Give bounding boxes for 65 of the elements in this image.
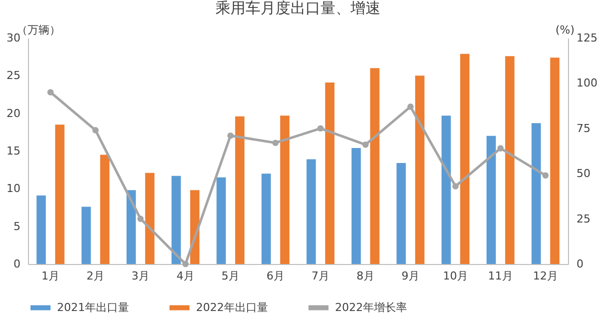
y2-tick-label: 125 <box>576 32 598 44</box>
legend-label: 2022年增长率 <box>335 300 407 314</box>
x-tick-label: 10月 <box>443 270 468 282</box>
point <box>137 216 144 222</box>
y-tick-label: 25 <box>6 69 20 82</box>
point <box>317 125 324 132</box>
bar <box>126 190 136 264</box>
bar <box>460 54 470 264</box>
y-tick-label: 5 <box>14 220 20 233</box>
bar <box>235 116 244 264</box>
x-tick-label: 6月 <box>266 270 284 282</box>
x-tick-label: 9月 <box>402 270 420 282</box>
x-tick-label: 12月 <box>533 270 558 282</box>
bar <box>172 176 181 264</box>
bar <box>306 159 316 264</box>
y-tick-label: 0 <box>14 258 20 270</box>
y-tick-label: 15 <box>6 144 20 158</box>
point <box>542 172 549 179</box>
bar <box>352 148 361 264</box>
point <box>182 260 189 268</box>
x-tick-label: 8月 <box>356 270 374 282</box>
bar <box>216 177 226 264</box>
y-tick-label: 30 <box>6 32 20 44</box>
point <box>497 145 504 152</box>
bar <box>145 172 154 264</box>
bar <box>442 116 451 264</box>
x-tick-label: 1月 <box>42 270 60 282</box>
bar <box>532 123 541 264</box>
x-tick-label: 7月 <box>312 270 330 282</box>
bar <box>370 68 380 264</box>
x-tick-label: 3月 <box>132 270 150 282</box>
bar <box>262 174 271 264</box>
bar <box>280 116 290 264</box>
y2-axis-title: (%) <box>555 24 574 36</box>
point <box>47 89 54 96</box>
y-tick-label: 20 <box>6 106 20 120</box>
chart-title: 乘用车月度出口量、增速 <box>216 0 380 17</box>
x-tick-label: 5月 <box>222 270 240 282</box>
point <box>227 132 234 139</box>
y2-tick-label: 100 <box>576 76 598 90</box>
y2-tick-label: 50 <box>576 167 590 180</box>
point <box>92 127 99 134</box>
bar <box>396 163 406 264</box>
legend-label: 2022年出口量 <box>196 300 268 314</box>
y2-tick-label: 75 <box>576 122 590 135</box>
x-tick-label: 11月 <box>488 270 513 282</box>
bar <box>415 76 424 264</box>
x-tick-label: 2月 <box>86 270 104 282</box>
bar <box>100 154 110 264</box>
bar <box>55 124 64 264</box>
bar <box>36 195 46 264</box>
bar <box>550 58 560 264</box>
bar <box>82 206 91 264</box>
bar <box>325 82 334 264</box>
y-tick-label: 10 <box>6 182 20 196</box>
legend-label: 2021年出口量 <box>57 300 129 314</box>
y2-tick-label: 0 <box>576 258 584 270</box>
point <box>272 140 279 146</box>
bar <box>505 56 514 264</box>
point <box>407 104 414 110</box>
point <box>452 183 459 190</box>
x-tick-label: 4月 <box>176 270 194 282</box>
bar <box>486 136 496 264</box>
y2-tick-label: 25 <box>576 212 590 226</box>
point <box>362 142 369 148</box>
